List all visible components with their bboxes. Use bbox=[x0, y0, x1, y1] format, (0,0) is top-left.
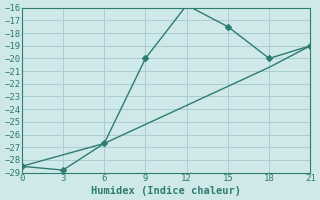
X-axis label: Humidex (Indice chaleur): Humidex (Indice chaleur) bbox=[91, 186, 241, 196]
